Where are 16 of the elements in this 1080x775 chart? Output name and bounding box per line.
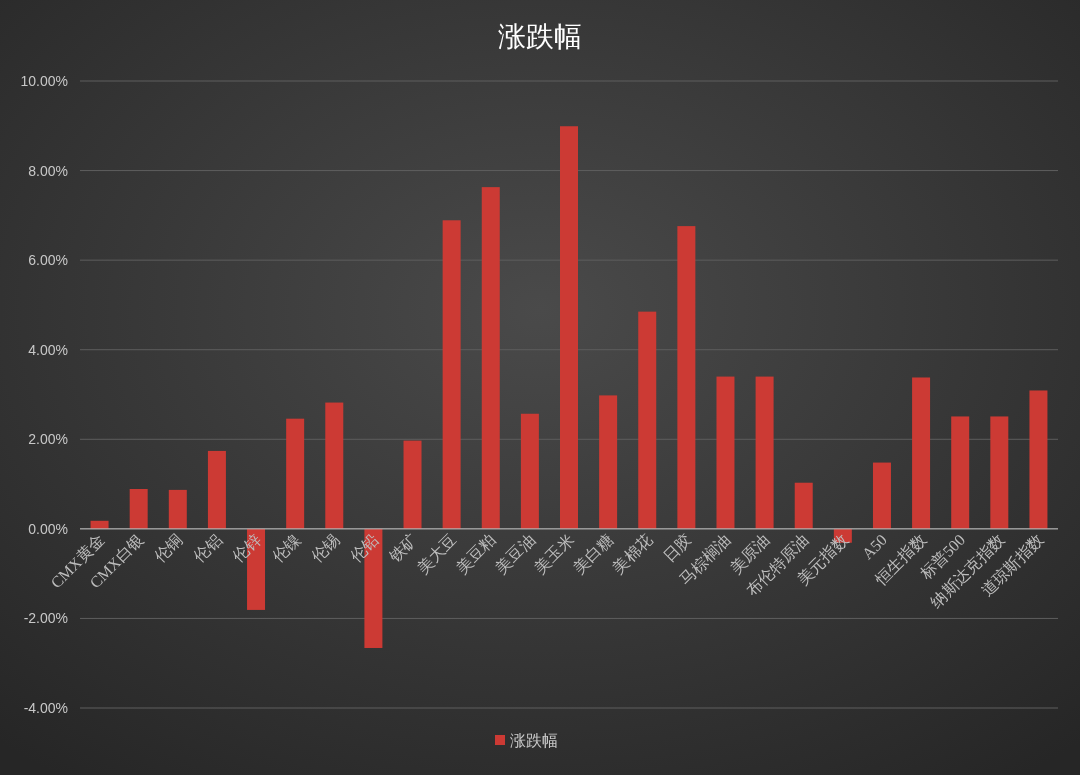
- x-tick-label: 伦镍: [268, 530, 304, 566]
- x-tick-label: 伦铜: [151, 530, 186, 566]
- y-tick-label: 0.00%: [28, 520, 68, 537]
- y-tick-label: 2.00%: [28, 431, 68, 448]
- x-tick-label: 伦锡: [307, 530, 343, 566]
- x-tick-label: 伦铅: [346, 530, 382, 566]
- y-tick-label: 4.00%: [28, 341, 68, 358]
- x-tick-label: 伦铝: [190, 530, 226, 566]
- chart-title: 涨跌幅: [498, 21, 582, 52]
- y-tick-label: 10.00%: [20, 73, 68, 89]
- y-tick-label: 6.00%: [28, 252, 68, 269]
- legend-label: 涨跌幅: [510, 732, 558, 749]
- y-tick-label: -4.00%: [23, 700, 68, 716]
- x-tick-label: 伦锌: [229, 530, 265, 566]
- y-tick-label: 8.00%: [28, 162, 68, 179]
- y-tick-label: -2.00%: [23, 610, 68, 627]
